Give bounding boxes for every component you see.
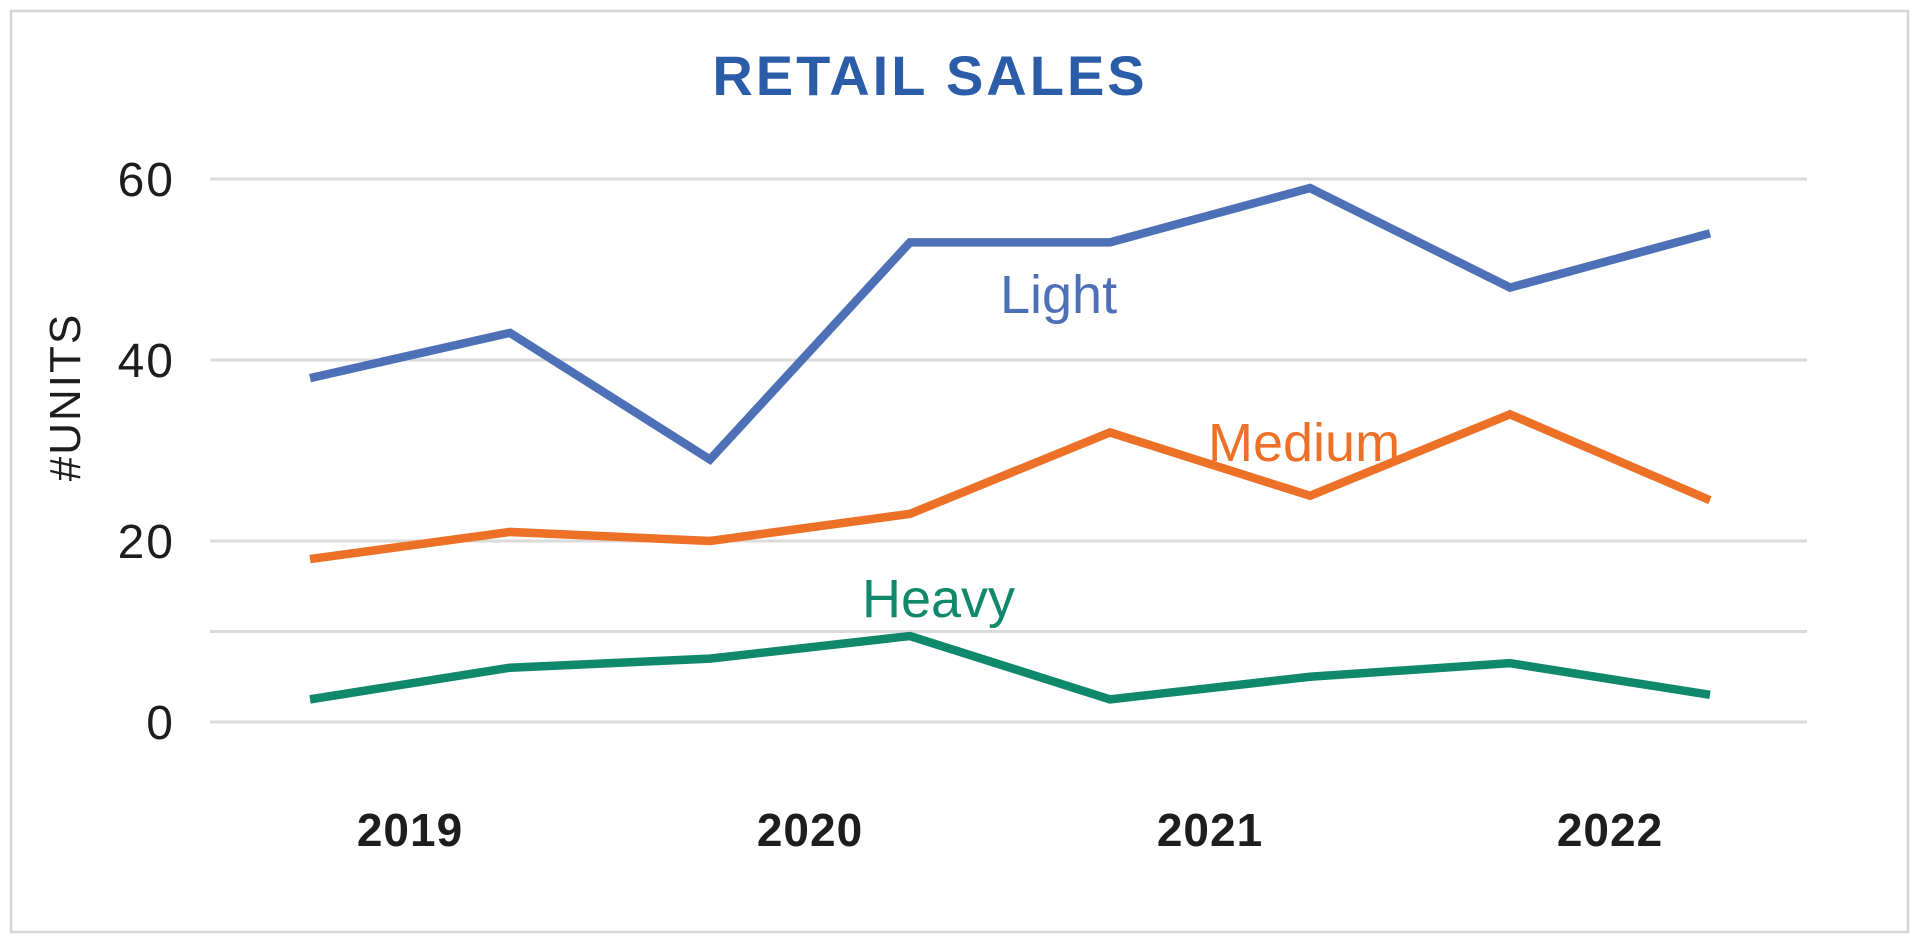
series-label-medium: Medium (1208, 413, 1400, 473)
x-tick-label-2019: 2019 (357, 804, 463, 856)
y-tick-label-40: 40 (118, 335, 175, 388)
y-tick-label-0: 0 (146, 697, 175, 750)
chart-frame (9, 9, 1910, 934)
x-tick-label-2021: 2021 (1157, 804, 1263, 856)
y-axis-label: #UNITS (41, 313, 90, 481)
series-label-light: Light (1000, 265, 1117, 325)
series-line-medium (309, 409, 1712, 564)
series-line-heavy (309, 631, 1711, 704)
y-tick-label-60: 60 (118, 154, 175, 207)
y-tick-label-20: 20 (118, 516, 175, 569)
x-tick-label-2020: 2020 (757, 804, 863, 856)
series-line-light (309, 183, 1712, 466)
chart-title: RETAIL SALES (712, 44, 1147, 107)
series-label-heavy: Heavy (862, 569, 1015, 629)
x-tick-label-2022: 2022 (1557, 804, 1663, 856)
